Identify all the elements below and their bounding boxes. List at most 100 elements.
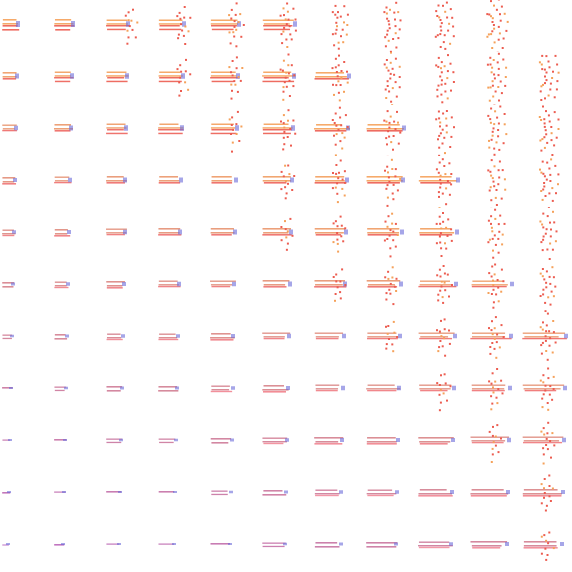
streak-tip bbox=[68, 177, 72, 183]
burst-fragment bbox=[495, 341, 498, 344]
streak-line bbox=[54, 229, 68, 231]
burst-fragment bbox=[394, 18, 396, 21]
burst-fragment bbox=[540, 483, 543, 486]
burst-fragment bbox=[344, 181, 346, 184]
burst-fragment bbox=[389, 77, 392, 80]
streak-line bbox=[211, 545, 228, 547]
streak-tip bbox=[8, 439, 12, 441]
burst-fragment bbox=[439, 232, 442, 234]
streak-line bbox=[158, 73, 184, 75]
burst-fragment bbox=[549, 180, 552, 182]
burst-fragment bbox=[488, 146, 491, 149]
streak-tip bbox=[285, 438, 289, 442]
burst-fragment bbox=[552, 388, 555, 390]
particle-sprite bbox=[54, 124, 74, 134]
burst-fragment bbox=[556, 80, 559, 83]
streak-tip bbox=[508, 385, 512, 391]
streak-line bbox=[366, 130, 403, 132]
burst-fragment bbox=[438, 393, 441, 396]
burst-fragment bbox=[448, 342, 451, 345]
burst-fragment bbox=[495, 356, 498, 359]
burst-fragment bbox=[291, 189, 294, 191]
burst-fragment bbox=[541, 341, 544, 344]
streak-line bbox=[211, 21, 237, 23]
burst-fragment bbox=[544, 195, 547, 197]
burst-fragment bbox=[545, 79, 548, 82]
burst-fragment bbox=[448, 162, 451, 165]
burst-fragment bbox=[280, 33, 283, 36]
burst-fragment bbox=[385, 6, 388, 9]
streak-line bbox=[2, 29, 20, 31]
burst-fragment bbox=[280, 188, 283, 191]
streak-line bbox=[418, 230, 458, 232]
streak-line bbox=[262, 494, 287, 496]
burst-fragment bbox=[491, 21, 494, 23]
burst-fragment bbox=[292, 85, 295, 88]
burst-fragment bbox=[505, 66, 508, 69]
sprite-cell bbox=[416, 0, 468, 52]
particle-sprite bbox=[366, 384, 401, 394]
streak-tip bbox=[10, 334, 14, 338]
burst-fragment bbox=[490, 408, 493, 411]
streak-line bbox=[106, 386, 123, 388]
streak-line bbox=[471, 388, 505, 390]
burst-fragment bbox=[447, 218, 450, 221]
burst-fragment bbox=[389, 8, 391, 11]
particle-sprite bbox=[106, 71, 129, 83]
burst-fragment bbox=[240, 125, 243, 128]
streak-line bbox=[106, 23, 128, 25]
burst-fragment bbox=[554, 164, 557, 167]
streak-line bbox=[211, 28, 234, 31]
sprite-cell bbox=[312, 156, 364, 208]
burst-fragment bbox=[343, 136, 346, 139]
streak-tip bbox=[182, 21, 186, 27]
streak-line bbox=[106, 235, 126, 238]
burst-fragment bbox=[551, 432, 554, 435]
sprite-cell bbox=[104, 520, 156, 572]
burst-fragment bbox=[341, 28, 344, 31]
burst-fragment bbox=[491, 434, 494, 437]
sprite-cell bbox=[52, 0, 104, 52]
streak-line bbox=[106, 25, 130, 27]
sprite-cell bbox=[208, 104, 260, 156]
burst-fragment bbox=[503, 178, 506, 181]
burst-fragment bbox=[235, 56, 238, 59]
streak-tip bbox=[122, 282, 126, 286]
burst-fragment bbox=[389, 115, 392, 118]
streak-line bbox=[418, 543, 450, 545]
streak-line bbox=[210, 19, 238, 21]
sprite-cell bbox=[104, 364, 156, 416]
streak-line bbox=[107, 333, 121, 335]
streak-line bbox=[522, 386, 567, 388]
burst-fragment bbox=[546, 312, 549, 315]
burst-fragment bbox=[498, 230, 501, 233]
streak-line bbox=[524, 334, 558, 336]
streak-line bbox=[262, 339, 291, 342]
burst-fragment bbox=[388, 23, 391, 26]
burst-fragment bbox=[544, 82, 546, 85]
sprite-cell bbox=[208, 468, 260, 520]
burst-fragment bbox=[393, 331, 396, 334]
streak-tip bbox=[506, 490, 510, 494]
burst-fragment bbox=[543, 175, 546, 178]
burst-fragment bbox=[228, 31, 231, 34]
burst-fragment bbox=[540, 241, 543, 244]
streak-tip bbox=[173, 491, 177, 493]
burst-fragment bbox=[548, 258, 551, 260]
burst-fragment bbox=[491, 30, 494, 33]
burst-fragment bbox=[495, 189, 498, 191]
streak-line bbox=[471, 545, 502, 547]
burst-fragment bbox=[538, 116, 541, 118]
burst-fragment bbox=[187, 88, 190, 91]
streak-line bbox=[54, 493, 64, 495]
streak-line bbox=[54, 285, 67, 287]
streak-line bbox=[263, 284, 286, 286]
sprite-cell bbox=[416, 312, 468, 364]
burst-fragment bbox=[492, 249, 494, 252]
burst-fragment bbox=[546, 215, 549, 218]
sprite-cell bbox=[208, 312, 260, 364]
burst-fragment bbox=[445, 226, 448, 229]
burst-fragment bbox=[550, 290, 553, 293]
burst-fragment bbox=[557, 118, 560, 121]
streak-line bbox=[158, 234, 182, 236]
